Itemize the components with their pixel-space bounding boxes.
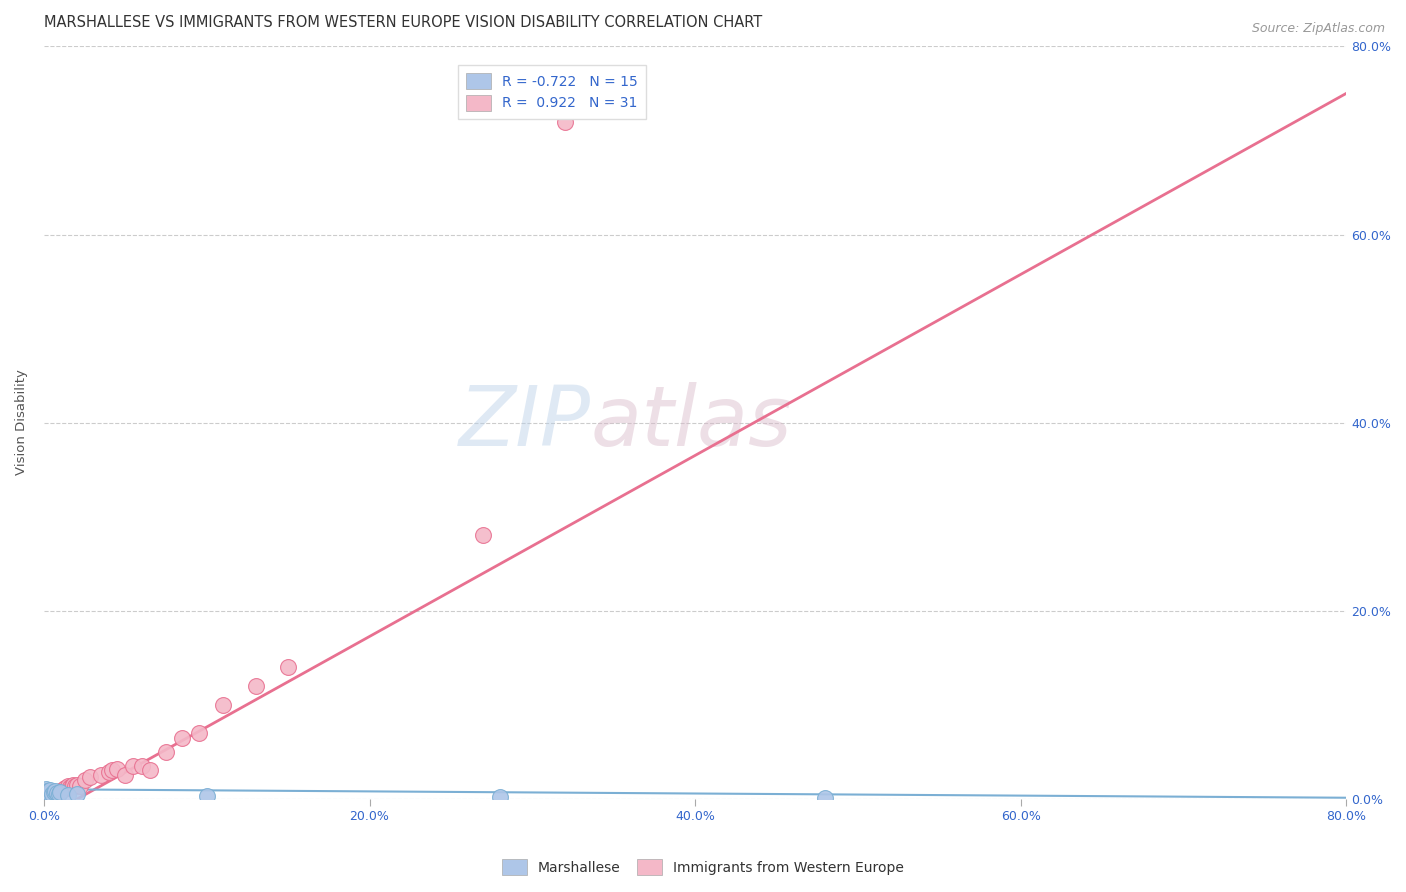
Point bbox=[59, 780, 82, 795]
Point bbox=[277, 660, 299, 674]
Point bbox=[187, 726, 209, 740]
Point bbox=[34, 782, 56, 797]
Point bbox=[69, 779, 91, 793]
Point bbox=[37, 784, 59, 798]
Point bbox=[48, 786, 70, 800]
Point bbox=[212, 698, 235, 712]
Point bbox=[44, 787, 66, 801]
Point bbox=[49, 784, 72, 798]
Point bbox=[39, 783, 62, 797]
Point bbox=[42, 785, 65, 799]
Point bbox=[195, 789, 218, 803]
Text: Source: ZipAtlas.com: Source: ZipAtlas.com bbox=[1251, 22, 1385, 36]
Point bbox=[46, 786, 69, 800]
Point bbox=[53, 781, 76, 796]
Point bbox=[44, 784, 66, 798]
Point bbox=[63, 780, 86, 794]
Point bbox=[114, 768, 136, 782]
Point bbox=[554, 114, 576, 128]
Point bbox=[60, 779, 83, 793]
Point bbox=[41, 787, 63, 801]
Point bbox=[98, 765, 121, 780]
Point bbox=[48, 787, 70, 801]
Point bbox=[139, 764, 162, 778]
Point bbox=[73, 772, 96, 787]
Point bbox=[101, 764, 124, 778]
Point bbox=[814, 790, 837, 805]
Point bbox=[245, 679, 267, 693]
Legend: R = -0.722   N = 15, R =  0.922   N = 31: R = -0.722 N = 15, R = 0.922 N = 31 bbox=[457, 65, 647, 119]
Point bbox=[49, 785, 72, 799]
Point bbox=[105, 762, 128, 776]
Point bbox=[131, 758, 153, 772]
Point bbox=[58, 788, 80, 802]
Point bbox=[41, 789, 63, 803]
Text: MARSHALLESE VS IMMIGRANTS FROM WESTERN EUROPE VISION DISABILITY CORRELATION CHAR: MARSHALLESE VS IMMIGRANTS FROM WESTERN E… bbox=[44, 15, 762, 30]
Point bbox=[472, 528, 495, 542]
Text: atlas: atlas bbox=[591, 382, 793, 463]
Point bbox=[65, 778, 87, 792]
Y-axis label: Vision Disability: Vision Disability bbox=[15, 369, 28, 475]
Point bbox=[488, 789, 510, 804]
Point bbox=[172, 731, 194, 745]
Point bbox=[52, 782, 75, 797]
Point bbox=[58, 780, 80, 794]
Legend: Marshallese, Immigrants from Western Europe: Marshallese, Immigrants from Western Eur… bbox=[496, 854, 910, 880]
Point bbox=[90, 768, 112, 782]
Point bbox=[65, 787, 87, 801]
Point bbox=[122, 758, 145, 772]
Point bbox=[62, 778, 84, 792]
Point bbox=[38, 786, 60, 800]
Point bbox=[155, 745, 177, 759]
Text: ZIP: ZIP bbox=[458, 382, 591, 463]
Point bbox=[79, 770, 101, 784]
